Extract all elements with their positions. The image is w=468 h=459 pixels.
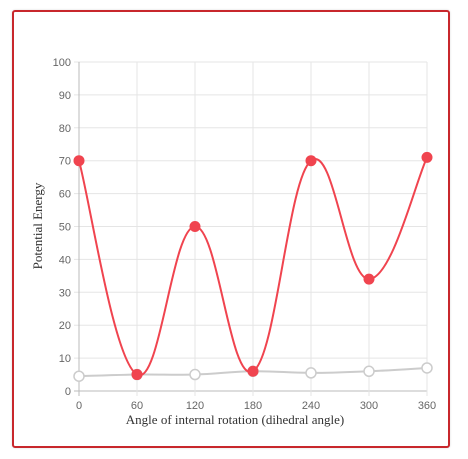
series-1-point[interactable] bbox=[247, 365, 259, 377]
y-tick-label: 60 bbox=[59, 189, 71, 201]
y-tick-label: 0 bbox=[65, 386, 71, 398]
x-tick-label: 120 bbox=[186, 400, 204, 412]
y-tick-labels: 0 10 20 30 40 50 60 70 80 90 100 bbox=[53, 57, 71, 398]
series-2-point[interactable] bbox=[305, 367, 317, 379]
series-2-point[interactable] bbox=[421, 362, 433, 374]
grid-lines bbox=[74, 61, 428, 396]
y-tick-label: 20 bbox=[59, 320, 71, 332]
y-tick-label: 30 bbox=[59, 287, 71, 299]
y-tick-label: 10 bbox=[59, 353, 71, 365]
x-tick-label: 0 bbox=[76, 400, 82, 412]
x-tick-label: 360 bbox=[418, 400, 436, 412]
series-2-point[interactable] bbox=[189, 368, 201, 381]
series-1-point[interactable] bbox=[189, 221, 201, 232]
y-tick-label: 80 bbox=[59, 123, 71, 135]
x-tick-label: 60 bbox=[131, 400, 143, 412]
y-tick-label: 40 bbox=[59, 254, 71, 266]
chart-frame bbox=[12, 10, 450, 448]
y-tick-label: 100 bbox=[53, 57, 71, 69]
series-layer bbox=[73, 151, 433, 382]
series-1-point[interactable] bbox=[305, 155, 317, 167]
x-tick-label: 240 bbox=[302, 400, 320, 412]
series-1-point[interactable] bbox=[421, 151, 433, 163]
x-axis-title: Angle of internal rotation (dihedral ang… bbox=[126, 412, 344, 427]
y-tick-label: 90 bbox=[59, 90, 71, 102]
y-tick-label: 70 bbox=[59, 156, 71, 168]
series-2-point[interactable] bbox=[73, 370, 85, 382]
y-axis-title: Potential Energy bbox=[30, 182, 45, 269]
series-1-point[interactable] bbox=[73, 155, 85, 167]
x-tick-labels: 0 60 120 180 240 300 360 bbox=[76, 400, 436, 412]
series-1-point[interactable] bbox=[131, 369, 143, 381]
series-2-point[interactable] bbox=[363, 365, 375, 378]
x-tick-label: 300 bbox=[360, 400, 378, 412]
x-tick-label: 180 bbox=[244, 400, 262, 412]
series-1-point[interactable] bbox=[363, 273, 375, 285]
y-tick-label: 50 bbox=[59, 222, 71, 234]
